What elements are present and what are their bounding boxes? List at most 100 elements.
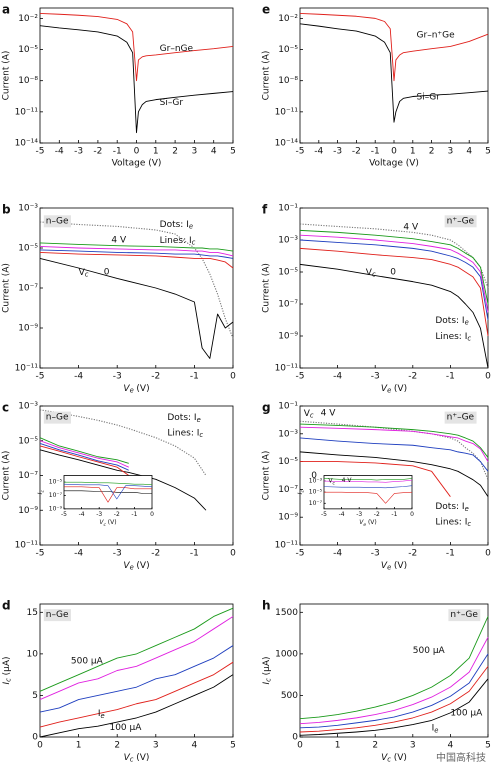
panel-letter: g bbox=[262, 401, 271, 415]
data-line bbox=[323, 485, 413, 489]
label-main: Dots: I bbox=[435, 316, 464, 326]
x-tick-label: -3 bbox=[113, 372, 122, 382]
x-tick-label: -4 bbox=[314, 147, 323, 157]
y-tick-label: 10⁻⁸ bbox=[18, 76, 38, 86]
data-line bbox=[64, 490, 152, 494]
annotation: Lines: Ic bbox=[160, 236, 196, 247]
data-line bbox=[63, 483, 153, 500]
x-tick-label: -1 bbox=[371, 147, 380, 157]
x-tick-label: -4 bbox=[339, 511, 345, 518]
data-line bbox=[299, 23, 489, 123]
x-tick-label: 1 bbox=[410, 147, 416, 157]
y-axis-label: Ic (μA) bbox=[2, 657, 13, 685]
y-tick-label: 10⁻² bbox=[278, 14, 298, 24]
x-tick-label: 2 bbox=[429, 147, 435, 157]
x-tick-label: -2 bbox=[114, 511, 120, 518]
data-line bbox=[39, 661, 234, 728]
y-tick-label: 10⁻³ bbox=[278, 236, 298, 246]
y-tick-label: 10⁻¹⁴ bbox=[275, 139, 299, 149]
annotation: 0 bbox=[311, 471, 317, 481]
label-subscript: c bbox=[467, 335, 471, 343]
label-main: V bbox=[123, 560, 130, 570]
panel-letter: e bbox=[262, 3, 270, 17]
data-line bbox=[39, 437, 129, 464]
x-tick-label: -4 bbox=[79, 511, 85, 518]
label-unit: (V) bbox=[394, 560, 407, 570]
data-line bbox=[39, 242, 234, 252]
plot-area bbox=[299, 603, 489, 738]
x-tick-label: 1 bbox=[76, 741, 82, 751]
y-tick-label: 10⁻⁵ bbox=[18, 436, 38, 446]
annotation: n⁺–Ge bbox=[447, 413, 475, 423]
annotation: Dots: Ie bbox=[160, 220, 193, 231]
label-unit: (V) bbox=[394, 752, 407, 762]
x-tick-label: -5 bbox=[36, 147, 45, 157]
label-subscript: e bbox=[387, 564, 391, 572]
label-main: I bbox=[297, 492, 304, 494]
y-tick-label: 1000 bbox=[275, 649, 298, 659]
y-tick-label: 10⁻¹ bbox=[278, 402, 298, 412]
label-unit: (V) bbox=[136, 752, 149, 762]
x-tick-label: 1 bbox=[335, 741, 341, 751]
x-tick-label: -2 bbox=[93, 147, 102, 157]
y-tick-label: 10⁻⁵ bbox=[18, 244, 38, 254]
label-subscript: c bbox=[192, 239, 196, 247]
y-tick-label: 10⁻³ bbox=[309, 478, 323, 485]
x-tick-label: -2 bbox=[352, 147, 361, 157]
x-tick-label: 5 bbox=[485, 147, 491, 157]
annotation: Gr–n⁺Ge bbox=[417, 31, 456, 41]
data-line bbox=[299, 451, 489, 497]
annotation-box bbox=[43, 609, 71, 622]
data-line bbox=[299, 223, 489, 289]
label-main: V bbox=[381, 383, 388, 393]
label-main: I bbox=[2, 681, 12, 684]
x-tick-label: -5 bbox=[36, 372, 45, 382]
y-tick-label: 10⁻³ bbox=[18, 402, 38, 412]
y-tick-label: 10⁻¹ bbox=[278, 204, 298, 214]
y-tick-label: 10⁻⁷ bbox=[18, 471, 38, 481]
x-tick-label: 0 bbox=[297, 741, 303, 751]
data-line bbox=[299, 12, 489, 82]
y-tick-label: 10⁻¹⁴ bbox=[15, 139, 39, 149]
x-tick-label: 3 bbox=[153, 741, 159, 751]
data-line bbox=[299, 229, 489, 305]
data-line bbox=[323, 479, 413, 483]
x-tick-label: 0 bbox=[391, 147, 397, 157]
label-main: Lines: I bbox=[160, 236, 192, 246]
y-tick-label: 10⁻⁹ bbox=[278, 332, 298, 342]
x-tick-label: -4 bbox=[333, 549, 342, 559]
label-main: I bbox=[37, 492, 44, 494]
y-tick-label: 10 bbox=[27, 649, 39, 659]
annotation: Lines: Ic bbox=[167, 428, 203, 439]
x-tick-label: -3 bbox=[96, 511, 102, 518]
data-line bbox=[39, 440, 129, 468]
y-tick-label: 10⁻⁵ bbox=[309, 489, 323, 496]
label-subscript: e bbox=[363, 522, 366, 527]
annotation: Dots: Ie bbox=[167, 413, 200, 424]
y-axis-label: Current (A) bbox=[262, 51, 272, 101]
y-tick-label: 10⁻³ bbox=[18, 204, 38, 214]
annotation: 500 μA bbox=[71, 657, 104, 667]
x-tick-label: 0 bbox=[37, 741, 43, 751]
label-subscript: c bbox=[104, 522, 107, 527]
plot-area bbox=[299, 207, 489, 369]
watermark: 中国高科技 bbox=[436, 751, 486, 764]
y-tick-label: 10⁻¹¹ bbox=[275, 541, 299, 551]
x-tick-label: 2 bbox=[172, 147, 178, 157]
annotation: Ie bbox=[432, 723, 439, 734]
y-tick-label: 0 bbox=[32, 733, 38, 743]
label-main: V bbox=[359, 519, 364, 526]
label-unit: (μA) bbox=[2, 657, 12, 676]
label-subscript: c bbox=[310, 412, 314, 420]
data-line bbox=[324, 491, 413, 504]
annotation: 4 V bbox=[342, 477, 353, 484]
y-tick-label: 10⁻⁵ bbox=[278, 45, 298, 55]
annotation: 100 μA bbox=[450, 709, 483, 719]
x-tick-label: -5 bbox=[296, 372, 305, 382]
data-line bbox=[299, 637, 489, 725]
label-subscript: c bbox=[467, 520, 471, 528]
x-tick-label: 0 bbox=[150, 511, 154, 518]
y-tick-label: 10⁻¹¹ bbox=[15, 541, 39, 551]
annotation: 4 V bbox=[111, 236, 127, 246]
data-line bbox=[299, 247, 489, 337]
